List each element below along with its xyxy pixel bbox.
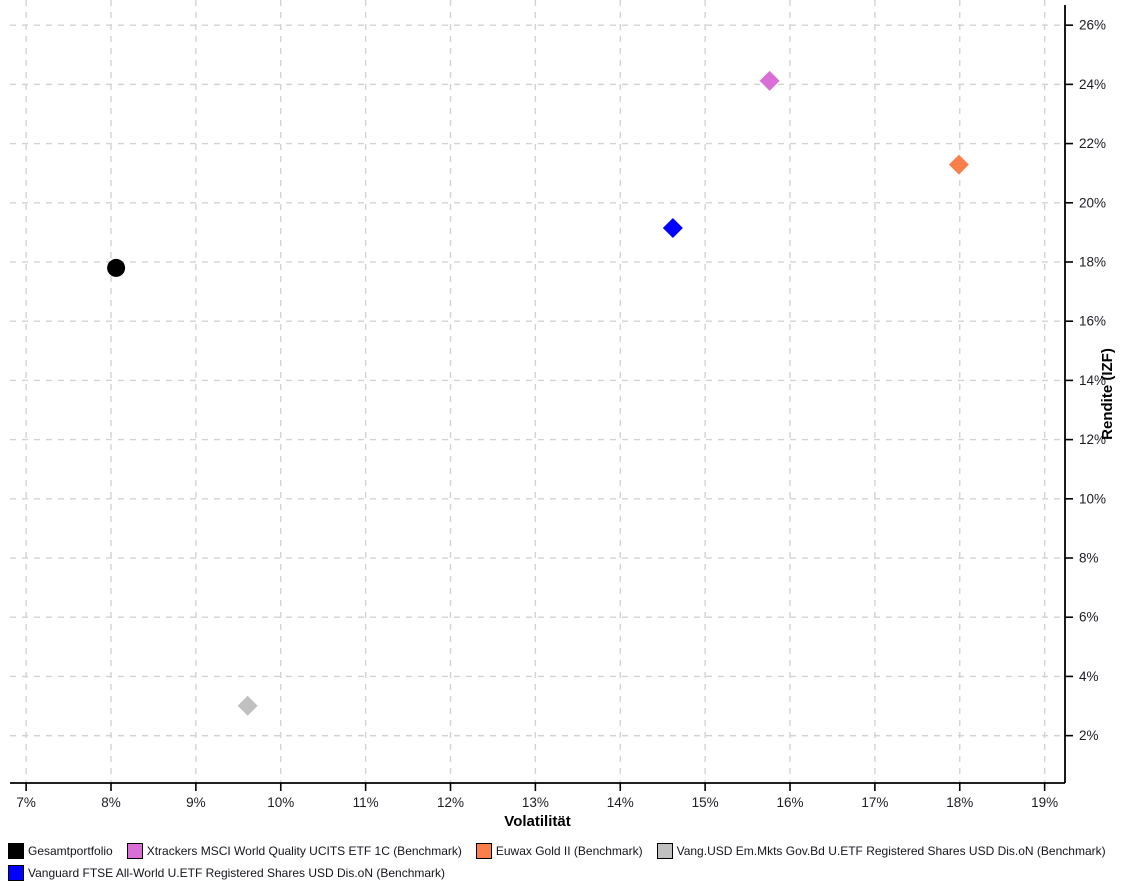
legend-label: Vang.USD Em.Mkts Gov.Bd U.ETF Registered… <box>676 844 1106 858</box>
x-tick-label: 9% <box>186 795 206 810</box>
legend-label: Euwax Gold II (Benchmark) <box>495 844 643 858</box>
x-tick-label: 15% <box>692 795 719 810</box>
x-tick-label: 13% <box>522 795 549 810</box>
y-tick-label: 2% <box>1079 728 1099 743</box>
data-point-0 <box>107 258 126 277</box>
scatter-plot-canvas: 7% 8% 9% 10% 11% 12% 13% 14% 15% 16% 17% 18% 19% 2% 4%… <box>10 0 1116 830</box>
x-axis-title: Volatilität <box>504 813 570 830</box>
legend-swatch-icon <box>126 843 143 859</box>
x-tick-label: 17% <box>861 795 888 810</box>
y-tick-label: 12% <box>1079 432 1106 447</box>
data-point-2 <box>948 154 969 175</box>
x-tick-label: 14% <box>607 795 634 810</box>
x-tick-label: 7% <box>16 795 36 810</box>
chart-legend: Gesamtportfolio Xtrackers MSCI World Qual… <box>8 841 1120 883</box>
x-tick-label: 8% <box>101 795 121 810</box>
data-point-3 <box>237 695 258 716</box>
legend-swatch-icon <box>8 843 24 859</box>
x-tick-label: 18% <box>946 795 973 810</box>
legend-item-1[interactable]: Xtrackers MSCI World Quality UCITS ETF 1… <box>126 841 462 861</box>
y-tick-label: 14% <box>1079 373 1106 388</box>
legend-label: Gesamtportfolio <box>28 844 113 858</box>
y-tick-label: 24% <box>1079 77 1106 92</box>
legend-item-2[interactable]: Euwax Gold II (Benchmark) <box>475 841 643 861</box>
y-tick-label: 8% <box>1079 551 1099 566</box>
legend-label: Vanguard FTSE All-World U.ETF Registered… <box>28 866 446 880</box>
x-tick-label: 19% <box>1031 795 1058 810</box>
legend-item-0[interactable]: Gesamtportfolio <box>8 841 113 861</box>
legend-row-0: Gesamtportfolio Xtrackers MSCI World Qual… <box>8 841 1120 861</box>
legend-swatch-icon <box>475 843 492 859</box>
x-tick-label: 16% <box>776 795 803 810</box>
x-tick-label: 10% <box>267 795 294 810</box>
data-point-1 <box>759 70 780 91</box>
x-tick-label: 11% <box>353 795 379 810</box>
x-tick-label: 12% <box>437 795 464 810</box>
legend-item-4[interactable]: Vanguard FTSE All-World U.ETF Registered… <box>8 863 445 883</box>
legend-item-3[interactable]: Vang.USD Em.Mkts Gov.Bd U.ETF Registered… <box>656 841 1106 861</box>
y-tick-label: 20% <box>1079 195 1106 210</box>
y-tick-label: 22% <box>1079 136 1106 151</box>
y-axis-title: Rendite (IZF) <box>1099 348 1116 440</box>
legend-row-1: Vanguard FTSE All-World U.ETF Registered… <box>8 863 1120 883</box>
data-point-4 <box>662 217 683 238</box>
y-tick-label: 16% <box>1079 314 1106 329</box>
y-tick-label: 10% <box>1079 491 1106 506</box>
legend-swatch-icon <box>8 865 24 881</box>
legend-label: Xtrackers MSCI World Quality UCITS ETF 1… <box>146 844 462 858</box>
y-tick-label: 4% <box>1079 669 1099 684</box>
y-tick-label: 18% <box>1079 254 1106 269</box>
y-tick-label: 6% <box>1079 610 1099 625</box>
legend-swatch-icon <box>656 843 673 859</box>
y-tick-label: 26% <box>1079 18 1106 33</box>
